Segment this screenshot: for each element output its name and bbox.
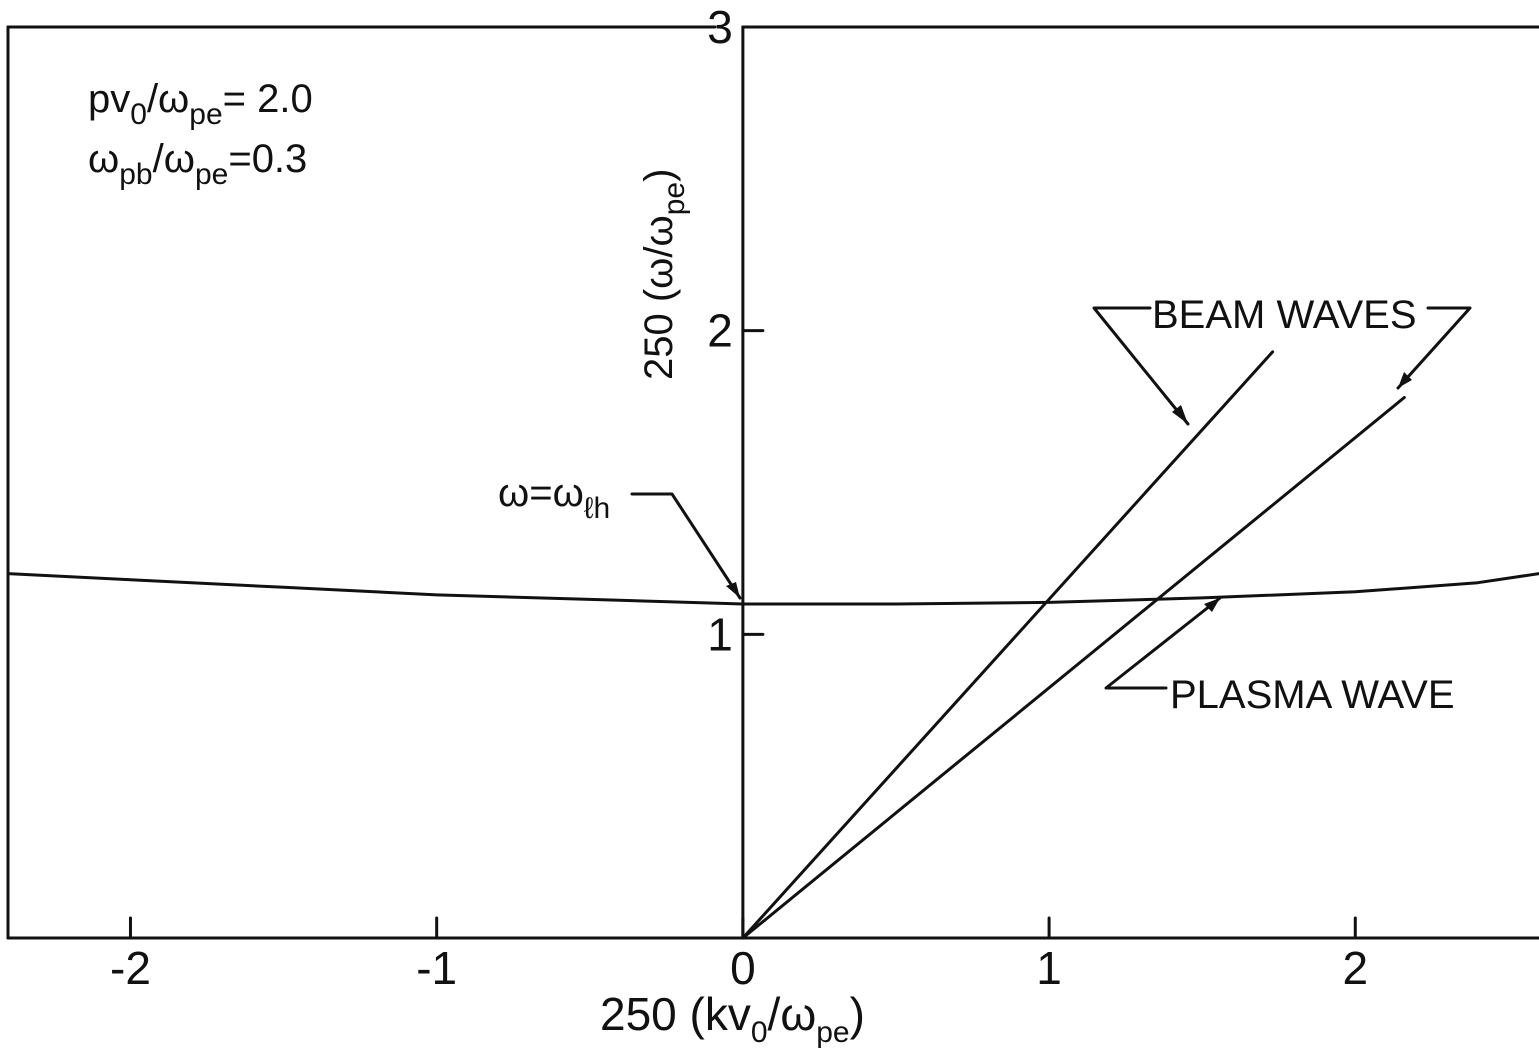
x-tick-label: -2 — [110, 942, 151, 994]
x-tick-label: 0 — [730, 942, 756, 994]
beam-arrow-left-head — [1172, 405, 1188, 424]
x-tick-label: 1 — [1036, 942, 1062, 994]
plasma-arrow-head — [1204, 598, 1220, 612]
param-2: ωpb/ωpe=0.3 — [88, 137, 307, 191]
y-tick-label: 2 — [707, 305, 733, 357]
beam-wave-line-2 — [741, 396, 1406, 940]
series-curves — [6, 350, 1539, 940]
x-tick-label: 2 — [1342, 942, 1368, 994]
beam-arrow-right-head — [1398, 372, 1412, 388]
omega-lh-arrow-head — [726, 582, 740, 598]
y-tick-label: 1 — [707, 608, 733, 660]
plasma-wave-curve — [6, 572, 1539, 606]
x-axis-label: 250 (kv0/ωpe) — [600, 988, 865, 1049]
y-axis-label: 250 (ω/ωpe) — [637, 169, 691, 380]
beam-wave-line-1 — [741, 350, 1275, 940]
y-tick-label: 3 — [707, 1, 733, 53]
plasma-wave-label: PLASMA WAVE — [1170, 673, 1455, 717]
beam-waves-label: BEAM WAVES — [1152, 293, 1417, 337]
plot-frame — [6, 25, 1539, 940]
omega-lh-label: ω=ωℓh — [498, 471, 610, 525]
omega-lh-arrow — [630, 492, 742, 600]
param-1: pv0/ωpe= 2.0 — [88, 77, 313, 131]
beam-arrow-right — [1396, 306, 1472, 390]
axis-ticks: -2 -1 0 1 2 1 2 3 — [110, 1, 1368, 994]
annotation-arrows — [630, 306, 1472, 690]
x-tick-label: -1 — [416, 942, 457, 994]
plasma-arrow — [1104, 596, 1222, 690]
beam-arrow-left — [1092, 306, 1190, 426]
